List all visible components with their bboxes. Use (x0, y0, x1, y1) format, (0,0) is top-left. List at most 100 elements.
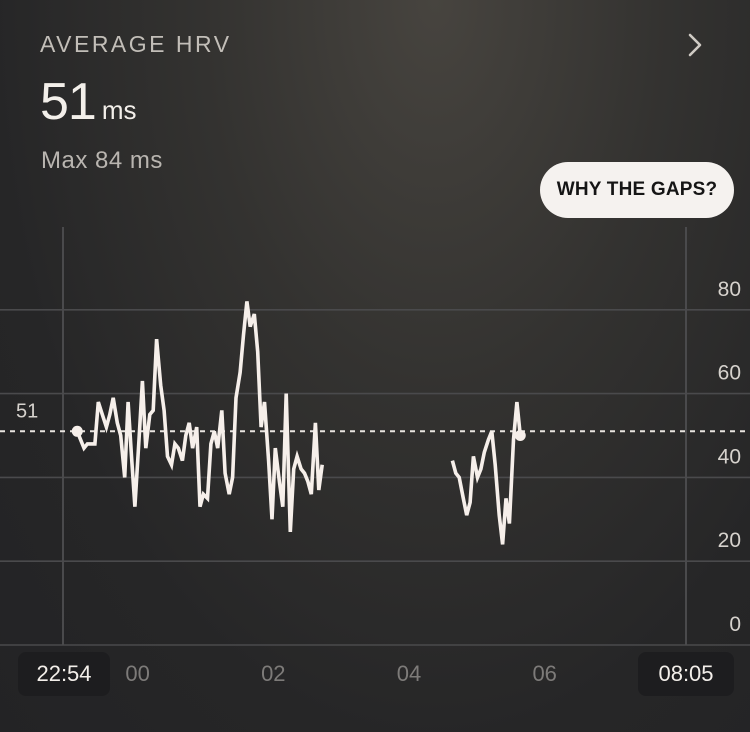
hrv-data-point (508, 522, 511, 525)
hrv-data-point (148, 413, 151, 416)
hrv-data-point (245, 300, 248, 303)
hrv-data-point (141, 380, 144, 383)
hrv-data-point (83, 447, 86, 450)
hrv-data-point (494, 463, 497, 466)
x-tick-label: 06 (532, 661, 556, 686)
hrv-data-point (209, 442, 212, 445)
hrv-data-point (105, 426, 108, 429)
hrv-data-point (512, 438, 515, 441)
hrv-data-point (213, 430, 216, 433)
x-tick-label: 00 (125, 661, 149, 686)
hrv-data-point (191, 447, 194, 450)
hrv-data-point (224, 472, 227, 475)
why-the-gaps-button[interactable]: WHY THE GAPS? (540, 162, 734, 218)
average-hrv-unit: ms (101, 95, 137, 125)
hrv-data-point (300, 468, 303, 471)
hrv-data-point (267, 459, 270, 462)
hrv-data-point (479, 468, 482, 471)
hrv-data-point (498, 514, 501, 517)
hrv-data-point (458, 476, 461, 479)
hrv-data-point (181, 459, 184, 462)
hrv-data-point (202, 493, 205, 496)
hrv-data-point (242, 333, 245, 336)
hrv-data-point (220, 409, 223, 412)
hrv-data-point (501, 543, 504, 546)
hrv-series-line (450, 401, 523, 545)
hrv-data-point (166, 455, 169, 458)
hrv-data-point (79, 438, 82, 441)
hrv-data-point (256, 350, 259, 353)
hrv-data-point (163, 409, 166, 412)
hrv-data-point (285, 392, 288, 395)
hrv-data-point (321, 463, 324, 466)
hrv-data-point (177, 447, 180, 450)
hrv-data-point (130, 455, 133, 458)
hrv-data-point (317, 488, 320, 491)
hrv-data-point (462, 497, 465, 500)
hrv-data-point (239, 371, 242, 374)
hrv-data-point (173, 442, 176, 445)
hrv-data-point (270, 518, 273, 521)
hrv-data-point (274, 447, 277, 450)
hrv-data-point (195, 426, 198, 429)
hrv-data-point (86, 442, 89, 445)
hrv-data-point (451, 459, 454, 462)
hrv-data-point (314, 421, 317, 424)
hrv-data-point (127, 400, 130, 403)
hrv-data-point (260, 426, 263, 429)
hrv-data-point (487, 438, 490, 441)
hrv-data-point (116, 421, 119, 424)
hrv-data-point (278, 480, 281, 483)
hrv-data-point (505, 497, 508, 500)
hrv-data-point (170, 463, 173, 466)
hrv-data-point (123, 476, 126, 479)
hrv-data-point (144, 447, 147, 450)
hrv-data-point (159, 384, 162, 387)
hrv-data-point (133, 505, 136, 508)
hrv-data-point (310, 493, 313, 496)
y-tick-label: 60 (718, 362, 741, 385)
hrv-data-point (112, 396, 115, 399)
hrv-data-point (97, 400, 100, 403)
hrv-data-point (469, 501, 472, 504)
hrv-data-point (281, 505, 284, 508)
hrv-data-point (303, 472, 306, 475)
x-tick-label: 02 (261, 661, 285, 686)
hrv-data-point (249, 325, 252, 328)
hrv-data-point (483, 451, 486, 454)
hrv-data-point (101, 413, 104, 416)
hrv-data-point (108, 413, 111, 416)
hrv-data-point (292, 468, 295, 471)
hrv-data-point (228, 493, 231, 496)
hrv-data-point (289, 530, 292, 533)
hrv-data-point (472, 455, 475, 458)
hrv-data-point (206, 497, 209, 500)
hrv-data-point (263, 400, 266, 403)
x-tick-label: 04 (397, 661, 421, 686)
hrv-data-point (137, 438, 140, 441)
chevron-right-icon[interactable] (680, 30, 710, 60)
hrv-data-point (199, 505, 202, 508)
hrv-data-point (234, 396, 237, 399)
hrv-data-point (253, 312, 256, 315)
end-time-label: 08:05 (638, 652, 734, 696)
series-start-dot (71, 425, 83, 437)
y-tick-label: 20 (718, 529, 741, 552)
hrv-data-point (93, 442, 96, 445)
average-hrv-metric: 51 ms (40, 72, 137, 132)
hrv-data-point (216, 447, 219, 450)
hrv-data-point (152, 409, 155, 412)
hrv-data-point (515, 400, 518, 403)
average-label: 51 (16, 400, 38, 422)
y-tick-label: 0 (729, 613, 741, 636)
hrv-data-point (231, 476, 234, 479)
hrv-data-point (454, 472, 457, 475)
hrv-data-point (188, 421, 191, 424)
hrv-data-point (476, 476, 479, 479)
hrv-series-line (75, 301, 324, 532)
start-time-label: 22:54 (18, 652, 110, 696)
hrv-data-point (296, 455, 299, 458)
hrv-data-point (155, 338, 158, 341)
